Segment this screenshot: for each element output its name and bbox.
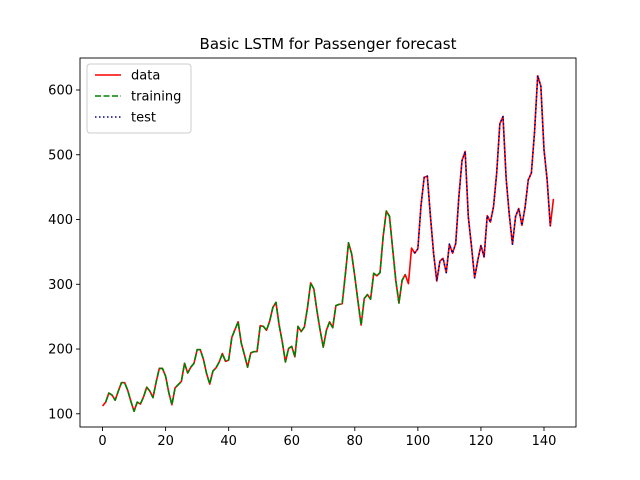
y-tick-label: 600 bbox=[48, 83, 73, 98]
y-tick-label: 100 bbox=[48, 407, 73, 422]
chart-title: Basic LSTM for Passenger forecast bbox=[200, 35, 457, 53]
x-tick-label: 60 bbox=[283, 434, 300, 449]
plot-area bbox=[101, 74, 555, 413]
axes-frame bbox=[79, 57, 577, 428]
x-tick-label: 140 bbox=[532, 434, 557, 449]
x-tick-label: 100 bbox=[405, 434, 430, 449]
x-tick-label: 80 bbox=[347, 434, 364, 449]
legend-label-training: training bbox=[131, 90, 181, 105]
legend-box bbox=[86, 63, 192, 134]
y-tick-label: 200 bbox=[48, 343, 73, 358]
x-tick-label: 0 bbox=[98, 434, 106, 449]
x-tick-label: 20 bbox=[157, 434, 174, 449]
y-tick-label: 300 bbox=[48, 278, 73, 293]
series-line-test bbox=[414, 74, 552, 282]
legend: data training test bbox=[86, 63, 192, 134]
axes: 0 20 40 60 80 100 120 140 100 200 300 400 500 600 bbox=[48, 57, 577, 449]
legend-label-test: test bbox=[131, 111, 156, 126]
legend-label-data: data bbox=[131, 69, 160, 84]
y-tick-label: 400 bbox=[48, 213, 73, 228]
y-tick-label: 500 bbox=[48, 148, 73, 163]
series-line-training bbox=[104, 210, 406, 413]
x-tick-label: 120 bbox=[469, 434, 494, 449]
x-tick-label: 40 bbox=[220, 434, 237, 449]
